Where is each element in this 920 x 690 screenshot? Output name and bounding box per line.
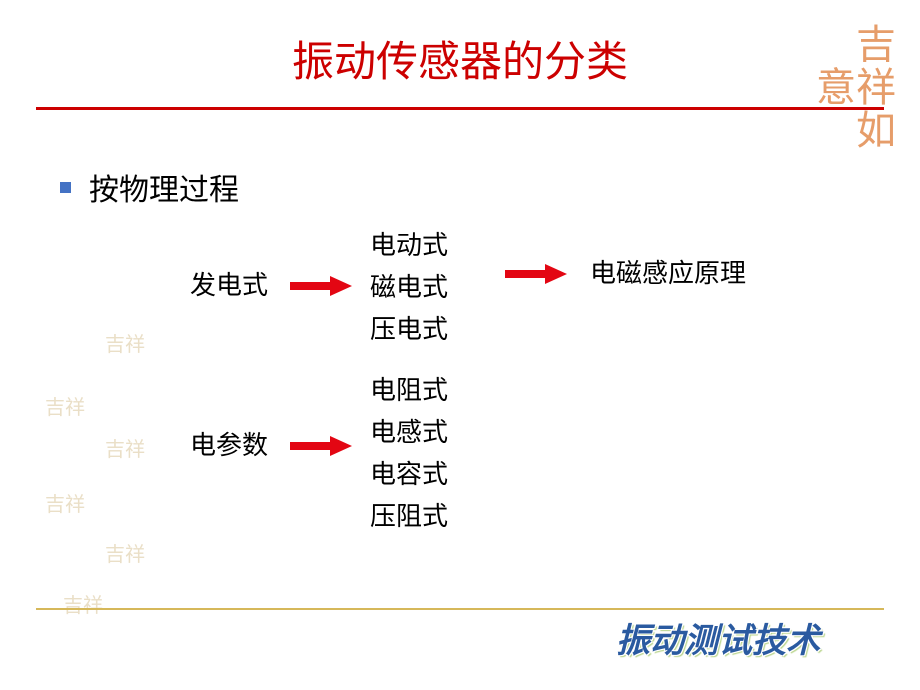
branch1-types: 电动式 磁电式 压电式 (370, 225, 448, 351)
branch1-type-1: 磁电式 (370, 267, 448, 309)
footer-text: 振动测试技术 (616, 613, 820, 662)
branch2-source: 电参数 (190, 425, 268, 462)
decorative-seal-small: 吉祥 (100, 440, 150, 490)
branch2-type-1: 电感式 (370, 412, 448, 454)
decorative-seal-small: 吉祥 (58, 596, 108, 646)
branch1-type-0: 电动式 (370, 225, 448, 267)
decorative-seal-small: 吉祥 (100, 335, 150, 385)
slide-title: 振动传感器的分类 (0, 28, 920, 89)
arrow-icon (290, 276, 352, 296)
branch1-principle: 电磁感应原理 (590, 253, 746, 290)
arrow-icon (290, 436, 352, 456)
title-underline (36, 107, 884, 110)
branch1-source: 发电式 (190, 265, 268, 302)
branch1-type-2: 压电式 (370, 309, 448, 351)
branch2-types: 电阻式 电感式 电容式 压阻式 (370, 370, 448, 538)
branch2-type-2: 电容式 (370, 454, 448, 496)
branch2-type-0: 电阻式 (370, 370, 448, 412)
decorative-seal-small: 吉祥 (40, 495, 90, 545)
bullet-marker (60, 182, 71, 193)
footer-divider (36, 608, 884, 610)
bullet-text: 按物理过程 (89, 165, 239, 209)
branch2-type-3: 压阻式 (370, 496, 448, 538)
decorative-seal-top: 吉祥如意 (800, 7, 892, 167)
title-section: 振动传感器的分类 (0, 0, 920, 110)
bullet-item: 按物理过程 (60, 165, 239, 209)
arrow-icon (505, 264, 567, 284)
decorative-seal-small: 吉祥 (40, 398, 90, 448)
decorative-seal-small: 吉祥 (100, 545, 150, 595)
